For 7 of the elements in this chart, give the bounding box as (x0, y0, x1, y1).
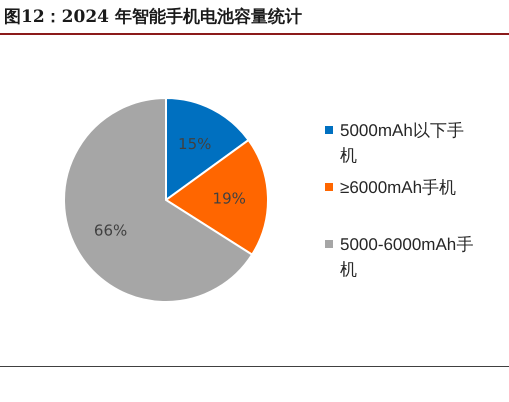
chart-title: 图12：2024 年智能手机电池容量统计 (4, 7, 302, 27)
legend-label: ≥6000mAh手机 (340, 178, 456, 197)
data-label: 19% (212, 189, 246, 208)
data-label: 66% (94, 222, 128, 240)
legend-label: 5000-6000mAh手机 (340, 235, 474, 279)
data-label: 15% (178, 134, 212, 153)
legend-label: 5000mAh以下手机 (340, 121, 464, 165)
